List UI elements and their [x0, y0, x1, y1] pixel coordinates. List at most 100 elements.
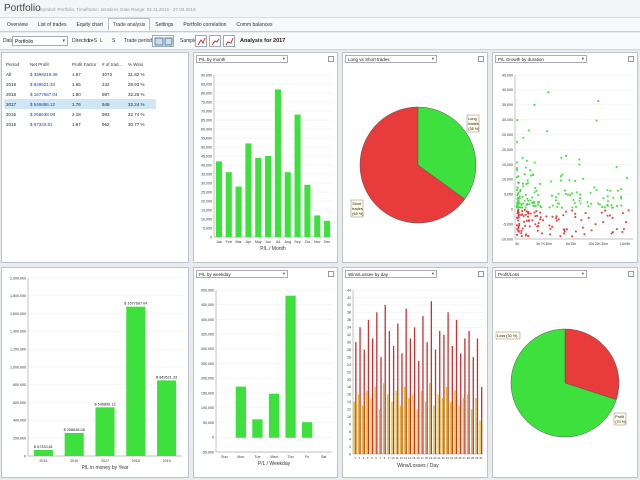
- sample-chart-icon-2[interactable]: [209, 35, 221, 47]
- copy-icon[interactable]: [628, 56, 634, 62]
- win-point: [561, 206, 563, 209]
- y-tick-label: 26: [347, 355, 351, 359]
- win-point: [524, 206, 527, 209]
- win-point: [556, 205, 559, 208]
- x-tick-label: 2019: [163, 459, 171, 463]
- bar-wins: [429, 383, 431, 454]
- win-point: [521, 196, 524, 198]
- bar-losses: [443, 334, 445, 454]
- x-tick-label: 9: [388, 456, 390, 460]
- bar-wins: [399, 405, 402, 454]
- copy-icon[interactable]: [328, 56, 334, 62]
- wins-losses-panel: Wins/Losses by day ▾ 0 2 4 6 8 10 12 14 16 18 20 22 2…: [342, 267, 488, 478]
- y-tick-label: 60,000: [201, 127, 212, 131]
- bar: [324, 220, 331, 237]
- callout-box: [613, 412, 627, 426]
- bar-wins: [412, 394, 414, 454]
- growth-dropdown[interactable]: P/L Growth by duration ▾: [495, 55, 587, 63]
- win-point: [517, 197, 519, 199]
- table-cell: 32.74 %: [128, 111, 145, 117]
- column-header[interactable]: Period: [6, 61, 20, 67]
- loss-point: [536, 214, 539, 217]
- data-select[interactable]: Portfolio ▾: [12, 36, 68, 46]
- sample-chart-icon-1[interactable]: [195, 35, 207, 47]
- copy-icon[interactable]: [478, 271, 484, 277]
- direction-option-l[interactable]: L: [100, 38, 103, 44]
- copy-icon[interactable]: [628, 271, 634, 277]
- win-point: [551, 194, 553, 197]
- table-row[interactable]: 2018 $ 1677687.04 1.80 997 32.26 %: [4, 89, 156, 99]
- tab-trade-analysis[interactable]: Trade analysis: [107, 18, 151, 31]
- tab-list-of-trades[interactable]: List of trades: [37, 22, 67, 28]
- table-cell: 2017: [4, 99, 28, 109]
- win-point: [516, 167, 518, 169]
- column-header[interactable]: % Wins: [128, 61, 144, 67]
- table-row[interactable]: 2019 $ 849521.33 1.65 242 28.93 %: [4, 79, 156, 89]
- win-point: [516, 161, 518, 164]
- direction-option-ls[interactable]: L+S: [88, 38, 98, 44]
- bar-losses: [413, 327, 416, 454]
- win-point: [516, 193, 519, 195]
- tab-portfolio-correlation[interactable]: Portfolio correlation: [183, 22, 227, 28]
- table-row[interactable]: 2017 $ 546896.12 1.76 949 32.24 %: [4, 99, 156, 109]
- period-table-header: Period Net Profit Profit Factor # of trad..…: [4, 59, 156, 69]
- table-cell: 2015: [6, 121, 17, 127]
- direction-option-s[interactable]: S: [112, 38, 116, 44]
- long-short-dropdown[interactable]: Long vs Short trades ▾: [345, 55, 437, 63]
- pl-year-chart: 0 200,000 400,000 600,000 800,000 1,000,000 1,…: [10, 276, 182, 471]
- period-calendar-icon[interactable]: [152, 35, 174, 47]
- y-tick-label: 20,000: [502, 148, 513, 152]
- tab-overview[interactable]: Overview: [7, 22, 28, 28]
- pl-by-weekday-panel: P/L by weekday ▾ -50,000 0 50,000 100,000 150…: [193, 267, 338, 478]
- table-row[interactable]: 2015 $ 67333.81 1.67 962 30.77 %: [4, 119, 156, 129]
- callout-label: Profit: [615, 415, 625, 419]
- y-tick-label: 200,000: [13, 437, 26, 441]
- copy-icon[interactable]: [328, 271, 334, 277]
- win-point: [516, 186, 519, 189]
- wins-losses-dropdown[interactable]: Wins/Losses by day ▾: [345, 270, 437, 278]
- win-point: [602, 197, 605, 200]
- win-point: [533, 104, 536, 106]
- pl-month-dropdown[interactable]: P/L by month ▾: [196, 55, 288, 63]
- win-point: [521, 156, 524, 159]
- y-tick-label: 25,000: [502, 133, 513, 137]
- x-axis-label: P/L / Month: [260, 246, 286, 252]
- sample-chart-icon-3[interactable]: [223, 35, 235, 47]
- pl-weekday-dropdown[interactable]: P/L by weekday ▾: [196, 270, 288, 278]
- pl-weekday-dropdown-label: P/L by weekday: [199, 272, 231, 277]
- tab-comm-balances[interactable]: Comm balances: [236, 22, 273, 28]
- x-tick-label: 5: [371, 456, 373, 460]
- bar-losses: [405, 308, 407, 454]
- column-header[interactable]: Profit Factor: [72, 61, 97, 67]
- y-tick-label: 40: [347, 303, 351, 307]
- bar-wins: [403, 386, 406, 454]
- bar-losses: [409, 338, 412, 454]
- loss-point: [621, 212, 624, 215]
- table-row[interactable]: 2016 $ 258638.08 2.18 993 32.74 %: [4, 109, 156, 119]
- table-row[interactable]: All $ 3398219.38 1.67 4073 31.82 %: [4, 69, 156, 79]
- bar-losses: [376, 312, 378, 454]
- x-axis-label: P/L in money by Year: [81, 465, 128, 471]
- loss-point: [517, 226, 520, 228]
- callout-box: [350, 199, 364, 218]
- win-point: [516, 194, 519, 197]
- y-tick-label: 65,000: [201, 118, 212, 122]
- loss-point: [517, 227, 520, 230]
- tab-settings[interactable]: Settings: [155, 22, 174, 28]
- column-header[interactable]: # of trad...: [102, 61, 123, 67]
- tab-equity-chart[interactable]: Equity chart: [76, 22, 103, 28]
- profit-loss-dropdown[interactable]: Profit/Loss ▾: [495, 270, 587, 278]
- x-tick-label: 21: [437, 456, 441, 460]
- y-tick-label: 1,600,000: [10, 312, 26, 316]
- column-header[interactable]: Net Profit: [30, 61, 49, 67]
- data-label: $ 1677687.04: [124, 302, 147, 306]
- win-point: [517, 191, 520, 194]
- callout-label: trades: [468, 122, 479, 126]
- y-tick-label: 40,000: [201, 163, 212, 167]
- x-tick-label: Oct: [305, 240, 311, 244]
- loss-point: [539, 211, 542, 214]
- y-tick-label: 36: [347, 318, 351, 322]
- copy-icon[interactable]: [478, 56, 484, 62]
- x-tick-label: May: [255, 240, 262, 244]
- win-point: [599, 203, 601, 206]
